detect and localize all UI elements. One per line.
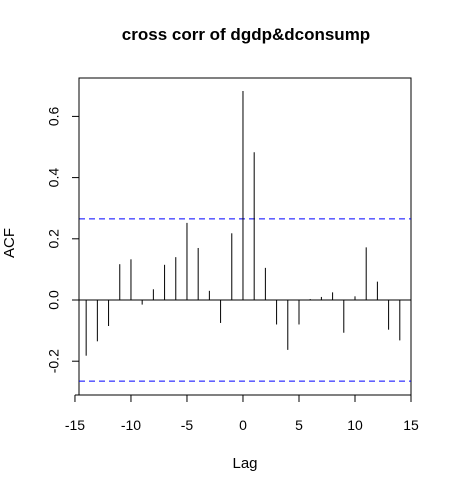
x-axis-label: Lag xyxy=(232,455,257,472)
x-tick-label: 0 xyxy=(239,417,247,433)
y-tick-label: 0.4 xyxy=(46,168,62,188)
x-tick-label: -5 xyxy=(181,417,194,433)
y-axis-label: ACF xyxy=(1,228,18,258)
x-tick-label: -10 xyxy=(121,417,141,433)
y-tick-label: 0.0 xyxy=(46,290,62,310)
x-tick-label: 5 xyxy=(295,417,303,433)
x-tick-label: 10 xyxy=(347,417,363,433)
y-tick-label: 0.2 xyxy=(46,229,62,249)
y-tick-label: 0.6 xyxy=(46,106,62,126)
chart-title: cross corr of dgdp&dconsump xyxy=(122,25,370,44)
y-tick-label: -0.2 xyxy=(46,349,62,373)
plot-frame xyxy=(78,77,412,396)
plot-area xyxy=(79,91,411,382)
x-tick-label: 15 xyxy=(403,417,419,433)
x-tick-label: -15 xyxy=(65,417,85,433)
axes: -15 -10 -5 0 5 10 15 -0.2 0.0 0.2 0.4 0.6 xyxy=(46,106,419,433)
